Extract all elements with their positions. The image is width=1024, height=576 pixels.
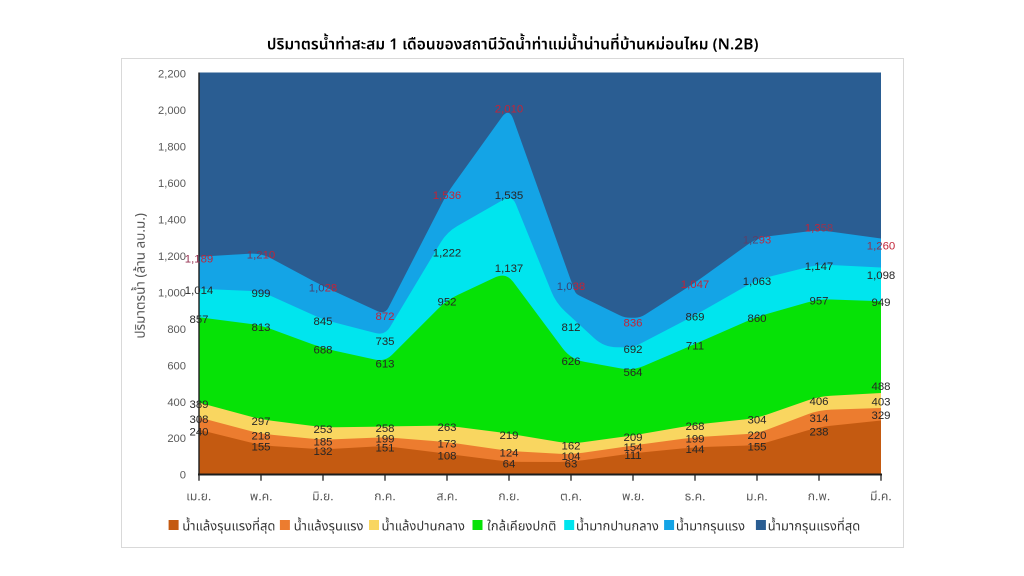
svg-text:253: 253 — [313, 424, 332, 436]
svg-text:1,137: 1,137 — [495, 263, 524, 275]
svg-text:155: 155 — [251, 442, 270, 454]
svg-text:800: 800 — [167, 324, 186, 336]
svg-text:209: 209 — [623, 432, 642, 444]
svg-text:314: 314 — [809, 413, 828, 425]
svg-text:1,358: 1,358 — [805, 223, 834, 235]
svg-text:688: 688 — [313, 345, 332, 357]
svg-text:1,536: 1,536 — [433, 190, 462, 202]
svg-text:403: 403 — [871, 397, 890, 409]
svg-text:218: 218 — [251, 430, 270, 442]
svg-text:1,200: 1,200 — [158, 251, 186, 263]
svg-text:2,010: 2,010 — [495, 104, 524, 116]
svg-text:308: 308 — [189, 414, 208, 426]
svg-text:155: 155 — [747, 442, 766, 454]
svg-text:1,222: 1,222 — [433, 247, 462, 259]
svg-text:869: 869 — [685, 312, 704, 324]
svg-text:0: 0 — [180, 470, 186, 482]
svg-text:219: 219 — [499, 430, 518, 442]
svg-text:1,189: 1,189 — [185, 253, 214, 265]
svg-text:1,210: 1,210 — [247, 249, 276, 261]
svg-text:263: 263 — [437, 422, 456, 434]
svg-text:151: 151 — [375, 443, 394, 455]
svg-text:1,063: 1,063 — [743, 276, 772, 288]
svg-text:185: 185 — [313, 436, 332, 448]
svg-text:626: 626 — [561, 356, 580, 368]
svg-text:258: 258 — [375, 423, 394, 435]
svg-text:64: 64 — [503, 458, 516, 470]
svg-text:564: 564 — [623, 367, 642, 379]
svg-text:200: 200 — [167, 433, 186, 445]
svg-text:812: 812 — [561, 322, 580, 334]
svg-text:813: 813 — [251, 322, 270, 334]
svg-text:735: 735 — [375, 336, 394, 348]
svg-text:329: 329 — [871, 410, 890, 422]
svg-text:957: 957 — [809, 296, 828, 308]
svg-text:104: 104 — [561, 451, 580, 463]
svg-text:1,028: 1,028 — [309, 283, 338, 295]
svg-text:108: 108 — [437, 450, 456, 462]
svg-text:1,098: 1,098 — [867, 270, 896, 282]
svg-text:860: 860 — [747, 313, 766, 325]
svg-text:400: 400 — [167, 397, 186, 409]
svg-text:1,014: 1,014 — [185, 285, 214, 297]
svg-text:162: 162 — [561, 441, 580, 453]
svg-text:297: 297 — [251, 416, 270, 428]
svg-text:132: 132 — [313, 446, 332, 458]
svg-text:872: 872 — [375, 311, 394, 323]
svg-text:711: 711 — [686, 340, 704, 352]
svg-text:268: 268 — [685, 421, 704, 433]
svg-text:857: 857 — [189, 314, 208, 326]
svg-text:304: 304 — [747, 415, 766, 427]
svg-text:845: 845 — [313, 316, 332, 328]
svg-text:111: 111 — [624, 450, 641, 462]
svg-text:1,000: 1,000 — [158, 287, 186, 299]
svg-text:600: 600 — [167, 360, 186, 372]
svg-text:1,038: 1,038 — [557, 281, 586, 293]
svg-text:1,147: 1,147 — [805, 261, 834, 273]
svg-text:952: 952 — [437, 297, 456, 309]
svg-text:144: 144 — [685, 444, 704, 456]
svg-text:1,400: 1,400 — [158, 214, 186, 226]
svg-text:1,800: 1,800 — [158, 142, 186, 154]
svg-text:836: 836 — [623, 318, 642, 330]
svg-text:63: 63 — [565, 459, 578, 471]
svg-text:173: 173 — [437, 439, 456, 451]
svg-text:1,293: 1,293 — [743, 234, 772, 246]
svg-text:389: 389 — [189, 399, 208, 411]
svg-text:488: 488 — [871, 381, 890, 393]
svg-text:1,600: 1,600 — [158, 178, 186, 190]
svg-text:199: 199 — [685, 434, 704, 446]
svg-text:692: 692 — [623, 344, 642, 356]
svg-text:949: 949 — [871, 297, 890, 309]
svg-text:613: 613 — [375, 358, 394, 370]
svg-text:154: 154 — [623, 442, 642, 454]
svg-text:199: 199 — [375, 434, 394, 446]
svg-text:220: 220 — [747, 430, 766, 442]
svg-text:124: 124 — [499, 447, 518, 459]
svg-text:240: 240 — [189, 426, 208, 438]
svg-text:1,260: 1,260 — [867, 240, 896, 252]
svg-text:999: 999 — [251, 288, 270, 300]
svg-text:2,200: 2,200 — [158, 69, 186, 81]
svg-text:1,535: 1,535 — [495, 190, 524, 202]
svg-text:2,000: 2,000 — [158, 105, 186, 117]
svg-text:238: 238 — [809, 427, 828, 439]
svg-text:406: 406 — [809, 396, 828, 408]
svg-text:1,047: 1,047 — [681, 279, 710, 291]
